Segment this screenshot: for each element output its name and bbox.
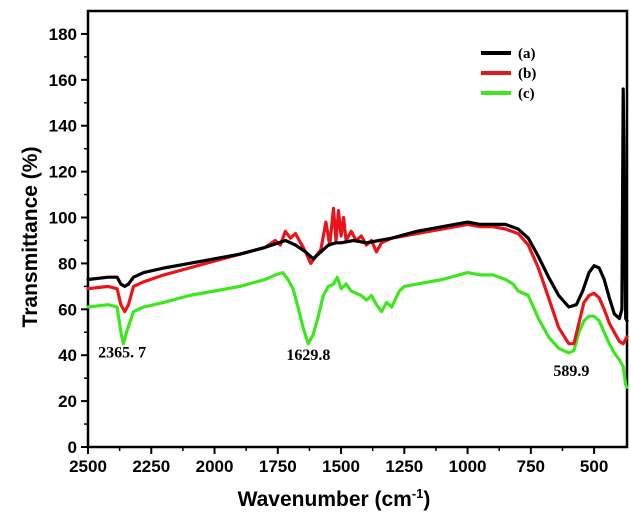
annotation-layer: 2365. 7 1629.8 589.9	[98, 345, 589, 380]
legend-label: (b)	[518, 66, 536, 82]
y-axis: 0 20 40 60 80 100 120 140 160 180	[49, 25, 88, 457]
y-tick-label: 40	[58, 346, 77, 365]
y-tick-label: 80	[58, 254, 77, 273]
x-tick-label: 1000	[449, 457, 487, 476]
series-line-c	[86, 271, 629, 389]
y-tick-label: 0	[68, 438, 77, 457]
x-tick-label: 2500	[69, 457, 107, 476]
plot-frame	[86, 9, 629, 449]
x-tick-label: 750	[517, 457, 545, 476]
x-tick-label: 2250	[132, 457, 170, 476]
x-tick-label: 1750	[259, 457, 297, 476]
series-line-a	[86, 87, 629, 323]
x-axis: 2500 2250 2000 1750 1500 1250 1000 750 500	[69, 447, 608, 476]
y-tick-label: 160	[49, 71, 77, 90]
series-layer	[86, 87, 629, 389]
y-tick-label: 100	[49, 209, 77, 228]
y-tick-label: 120	[49, 163, 77, 182]
series-line-b	[86, 206, 629, 346]
x-tick-label: 500	[580, 457, 608, 476]
y-tick-label: 180	[49, 25, 77, 44]
legend-label: (c)	[518, 86, 535, 102]
plot-area	[86, 9, 629, 449]
legend-label: (a)	[518, 46, 536, 62]
x-tick-label: 2000	[196, 457, 234, 476]
y-tick-label: 60	[58, 300, 77, 319]
x-axis-title: Wavenumber (cm-1)	[238, 486, 431, 511]
y-tick-label: 20	[58, 392, 77, 411]
x-tick-label: 1250	[385, 457, 423, 476]
peak-annotation: 1629.8	[286, 347, 330, 364]
y-tick-label: 140	[49, 117, 77, 136]
legend: (a) (b) (c)	[481, 46, 536, 102]
y-axis-title: Transmittance (%)	[19, 147, 42, 328]
x-tick-label: 1500	[322, 457, 360, 476]
peak-annotation: 589.9	[553, 363, 589, 380]
peak-annotation: 2365. 7	[98, 345, 146, 362]
